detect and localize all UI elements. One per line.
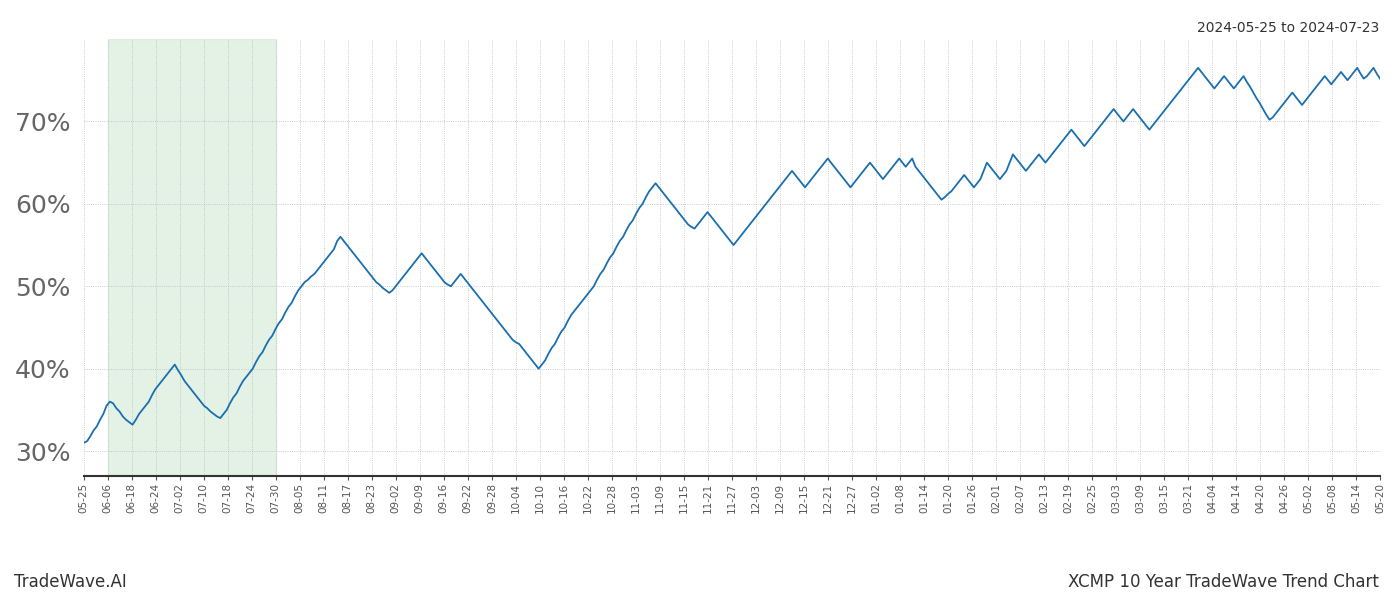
Bar: [108, 39, 276, 476]
Text: TradeWave.AI: TradeWave.AI: [14, 573, 127, 591]
Text: 2024-05-25 to 2024-07-23: 2024-05-25 to 2024-07-23: [1197, 21, 1379, 35]
Text: XCMP 10 Year TradeWave Trend Chart: XCMP 10 Year TradeWave Trend Chart: [1068, 573, 1379, 591]
